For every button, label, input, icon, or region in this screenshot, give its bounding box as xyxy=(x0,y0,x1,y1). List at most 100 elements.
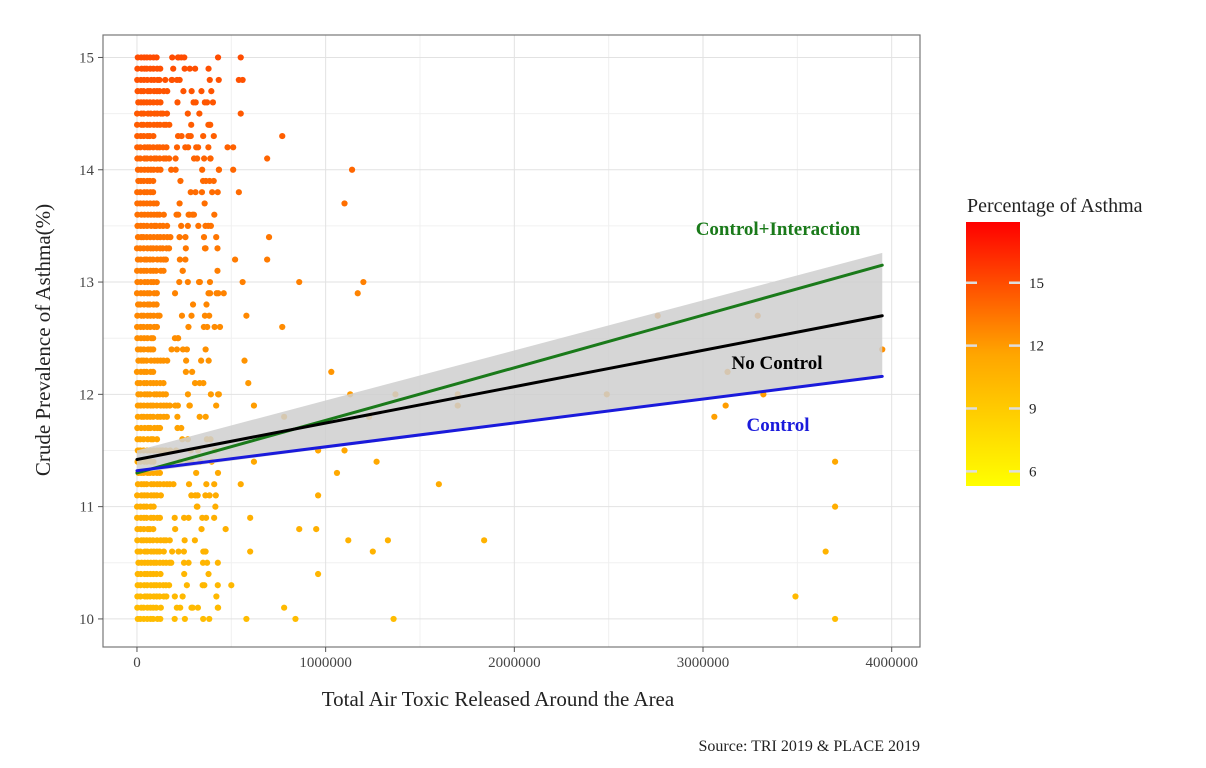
data-point xyxy=(722,402,729,409)
data-point xyxy=(206,76,213,84)
data-point xyxy=(239,76,246,84)
data-point xyxy=(264,155,271,162)
data-point xyxy=(193,469,200,477)
data-point xyxy=(153,267,160,274)
data-point xyxy=(189,368,196,375)
data-point xyxy=(177,177,184,185)
data-point xyxy=(170,481,177,488)
y-tick-label: 13 xyxy=(79,275,94,291)
data-point xyxy=(214,559,221,566)
data-point xyxy=(187,132,194,140)
y-tick-label: 11 xyxy=(80,500,94,516)
data-point xyxy=(171,593,178,600)
data-point xyxy=(201,200,208,207)
data-point xyxy=(175,54,182,61)
data-point xyxy=(333,469,341,477)
data-point xyxy=(205,570,212,578)
data-point xyxy=(198,88,205,95)
data-point xyxy=(210,177,217,185)
data-point xyxy=(200,380,207,387)
data-point xyxy=(149,256,157,263)
data-point xyxy=(207,155,214,162)
data-point xyxy=(183,357,190,364)
data-point xyxy=(182,245,189,252)
data-point xyxy=(183,582,190,589)
data-point xyxy=(200,234,208,241)
data-point xyxy=(176,200,183,207)
x-tick-label: 1000000 xyxy=(299,655,352,671)
data-point xyxy=(214,267,221,274)
data-point xyxy=(202,413,209,420)
data-point xyxy=(180,514,188,521)
data-point xyxy=(206,121,214,128)
data-point xyxy=(206,312,213,319)
data-point xyxy=(137,548,144,555)
data-point xyxy=(181,65,188,72)
data-point xyxy=(202,177,210,185)
data-point xyxy=(192,65,199,72)
data-point xyxy=(174,99,181,106)
data-point xyxy=(214,54,222,61)
data-point xyxy=(181,570,188,578)
data-point xyxy=(185,481,193,488)
data-point xyxy=(171,615,178,623)
data-point xyxy=(179,593,186,600)
data-point xyxy=(435,481,442,488)
data-point xyxy=(133,121,141,128)
data-point xyxy=(314,492,322,499)
data-point xyxy=(150,615,157,623)
data-point xyxy=(200,132,207,140)
data-point xyxy=(281,604,288,611)
data-point xyxy=(178,312,186,319)
data-point xyxy=(205,357,212,364)
data-point xyxy=(153,436,161,443)
data-point xyxy=(185,514,192,521)
data-point xyxy=(168,346,175,353)
data-point xyxy=(207,222,215,229)
data-point xyxy=(191,380,199,387)
data-point xyxy=(157,604,164,611)
data-point xyxy=(201,312,209,319)
data-point xyxy=(188,312,195,319)
data-point xyxy=(204,323,211,331)
data-point xyxy=(209,189,216,196)
data-point xyxy=(146,391,154,398)
data-point xyxy=(194,604,202,611)
data-point xyxy=(172,525,179,533)
data-point xyxy=(165,245,173,252)
data-point xyxy=(206,278,214,286)
plot-border xyxy=(102,34,921,648)
data-point xyxy=(184,278,191,286)
data-point xyxy=(183,346,191,353)
data-point xyxy=(160,267,167,274)
data-point xyxy=(153,200,160,207)
data-point xyxy=(199,166,206,173)
axes: 0 1000000 2000000 3000000 4000000 10 11 12 13 14 1… xyxy=(79,34,921,671)
data-point xyxy=(196,413,203,420)
data-point xyxy=(202,346,209,353)
data-point xyxy=(831,615,839,623)
data-point xyxy=(212,503,219,510)
caption-source: Source: TRI 2019 & PLACE 2019 xyxy=(699,738,920,755)
data-point xyxy=(188,88,195,95)
data-point xyxy=(198,357,205,364)
line-control xyxy=(135,374,884,473)
data-point xyxy=(214,391,222,398)
data-point xyxy=(247,548,254,555)
data-point xyxy=(237,110,244,117)
data-point xyxy=(157,492,164,499)
data-point xyxy=(199,514,206,521)
data-point xyxy=(215,166,222,173)
data-point xyxy=(214,189,221,196)
data-point xyxy=(153,54,160,61)
data-point xyxy=(157,99,164,106)
data-point xyxy=(193,144,200,151)
data-point xyxy=(153,290,160,297)
legend-title: Percentage of Asthma xyxy=(967,195,1143,217)
data-point xyxy=(166,155,173,162)
data-point xyxy=(166,582,173,589)
data-point xyxy=(150,177,157,185)
data-point xyxy=(264,256,271,263)
data-point xyxy=(181,537,188,544)
